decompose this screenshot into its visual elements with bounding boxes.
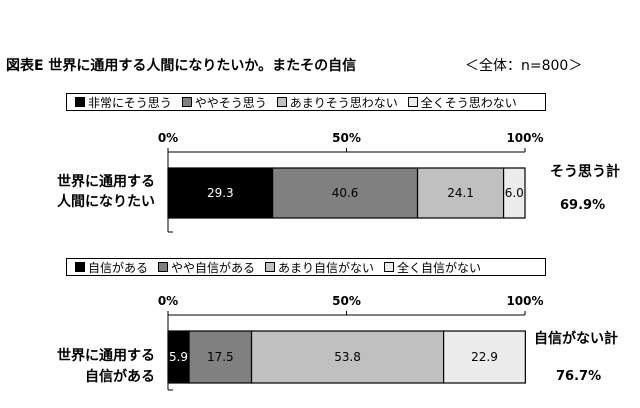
legend-item: あまりそう思わない	[276, 94, 398, 111]
legend-item: 全く自信がない	[384, 259, 481, 276]
legend-item: 自信がある	[75, 259, 148, 276]
category-label: 人間になりたい	[57, 193, 155, 210]
legend-label: あまり自信がない	[278, 260, 375, 275]
data-label: 6.0	[505, 186, 524, 200]
total-label: 自信がない計	[534, 330, 618, 347]
data-label: 5.9	[169, 350, 188, 364]
data-label: 53.8	[334, 350, 361, 364]
tick-label: 0%	[158, 294, 178, 308]
bar-segment	[250, 330, 445, 384]
category-label: 自信がある	[85, 368, 155, 385]
bar-segment	[188, 330, 253, 384]
legend-item: 全くそう思わない	[407, 94, 517, 111]
bar-segment	[416, 167, 505, 219]
legend-chart-2: 自信がある やや自信がある あまり自信がない 全く自信がない	[66, 258, 546, 276]
legend-label: あまりそう思わない	[289, 95, 398, 110]
tick-label: 0%	[158, 131, 178, 145]
legend-item: ややそう思う	[181, 94, 267, 111]
legend-label: ややそう思う	[194, 95, 267, 110]
total-value: 76.7%	[556, 369, 601, 384]
category-label: 世界に通用する	[57, 347, 155, 364]
data-label: 17.5	[207, 350, 234, 364]
tick-label: 100%	[506, 294, 543, 308]
legend-label: 全くそう思わない	[420, 95, 517, 110]
total-value: 69.9%	[560, 198, 605, 213]
legend-swatch	[75, 97, 85, 107]
legend-item: あまり自信がない	[265, 259, 374, 276]
data-label: 29.3	[207, 186, 234, 200]
chart-subtitle: ＜全体：n=800＞	[465, 58, 583, 74]
legend-label: やや自信がある	[171, 260, 256, 275]
legend-item: 非常にそう思う	[75, 94, 172, 111]
legend-swatch	[181, 97, 192, 107]
tick-label: 100%	[506, 131, 543, 145]
legend-chart-1: 非常にそう思う ややそう思う あまりそう思わない 全くそう思わない	[66, 93, 546, 111]
chart-title: 図表E 世界に通用する人間になりたいか。またその自信	[6, 58, 357, 74]
data-label: 24.1	[447, 186, 474, 200]
bar-segment	[502, 167, 526, 219]
bar-segment	[272, 167, 419, 219]
legend-swatch	[276, 97, 287, 107]
legend-swatch	[407, 97, 418, 107]
tick-label: 50%	[332, 294, 361, 308]
data-label: 22.9	[471, 350, 498, 364]
bar-segment	[167, 167, 274, 219]
bar-segment	[443, 330, 526, 384]
category-label: 世界に通用する	[57, 173, 155, 190]
data-label: 40.6	[332, 186, 359, 200]
legend-swatch	[75, 262, 85, 272]
legend-label: 自信がある	[88, 260, 149, 275]
legend-label: 非常にそう思う	[88, 95, 172, 110]
total-label: そう思う計	[550, 163, 620, 180]
legend-label: 全く自信がない	[397, 260, 482, 275]
legend-swatch	[384, 262, 395, 272]
legend-item: やや自信がある	[158, 259, 255, 276]
tick-label: 50%	[332, 131, 361, 145]
legend-swatch	[158, 262, 169, 272]
legend-swatch	[265, 262, 276, 272]
